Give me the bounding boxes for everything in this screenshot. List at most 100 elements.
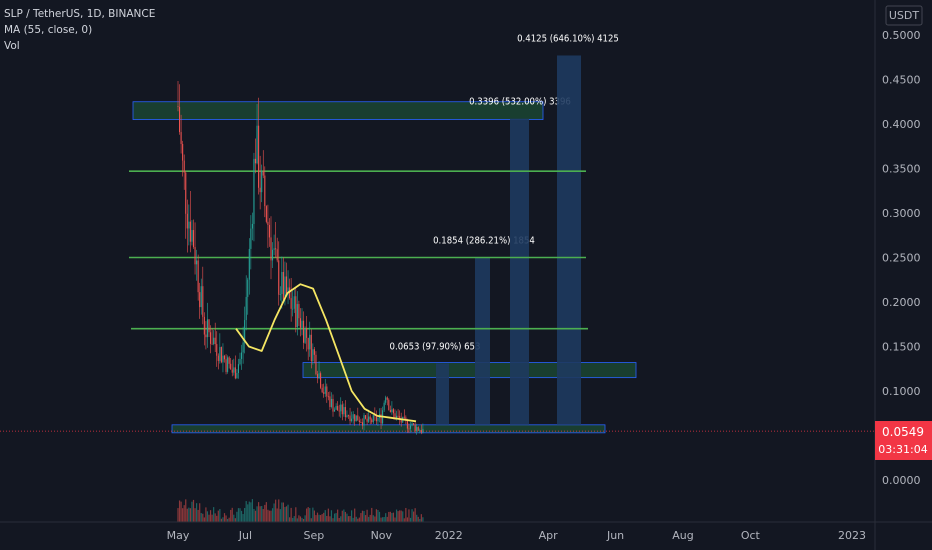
candle-body — [208, 319, 210, 333]
volume-bar — [327, 508, 329, 522]
x-tick-label: Oct — [741, 529, 761, 542]
zone-rect[interactable] — [302, 362, 637, 379]
candle-body — [316, 374, 319, 379]
candle-body — [231, 369, 233, 373]
target-bar[interactable] — [475, 257, 490, 425]
volume-bar — [219, 509, 221, 522]
candle-body — [234, 367, 236, 379]
candle-body — [185, 172, 187, 214]
last-price-value: 0.0549 — [882, 425, 924, 439]
volume-bar — [313, 510, 315, 522]
volume-bar — [408, 509, 410, 522]
volume-bar — [231, 507, 233, 522]
symbol-title[interactable]: SLP / TetherUS, 1D, BINANCE — [4, 8, 155, 20]
y-tick-label: 0.2500 — [882, 252, 921, 265]
volume-bar — [330, 510, 333, 522]
candle-body — [326, 386, 328, 397]
target-bar[interactable] — [557, 55, 581, 425]
candle-body — [414, 424, 416, 431]
volume-bar — [284, 506, 286, 522]
volume-bar — [296, 518, 298, 522]
candle-body — [220, 347, 222, 363]
volume-bar — [285, 506, 288, 522]
candle-body — [179, 106, 181, 133]
candle-body — [355, 415, 357, 422]
volume-bar — [394, 517, 396, 522]
volume-bar — [347, 516, 350, 522]
volume-bar — [275, 499, 277, 522]
volume-bar — [416, 514, 418, 522]
candle-body — [278, 260, 280, 295]
candle-body — [368, 416, 370, 422]
candle-body — [369, 416, 371, 420]
y-tick-label: 0.4000 — [882, 118, 921, 131]
volume-bar — [253, 508, 255, 522]
ma-indicator-label[interactable]: MA (55, close, 0) — [4, 24, 92, 36]
ma-curve[interactable] — [235, 283, 417, 423]
last-price-tag — [875, 421, 932, 460]
volume-bar — [196, 503, 198, 522]
candle-body — [188, 221, 190, 229]
volume-bar — [225, 515, 227, 522]
candle-body — [351, 418, 353, 422]
zone-rect[interactable] — [132, 101, 544, 120]
candle-body — [237, 364, 239, 374]
target-bar[interactable] — [510, 118, 529, 425]
vol-indicator-label[interactable]: Vol — [4, 40, 20, 52]
volume-bar — [417, 516, 419, 522]
candle-body — [306, 328, 308, 338]
volume-bar — [237, 508, 240, 522]
candle-body — [371, 419, 373, 423]
target-bar[interactable] — [436, 363, 449, 425]
volume-bar — [191, 501, 193, 522]
volume-bar — [395, 509, 398, 522]
candle-body — [213, 337, 215, 345]
candle-body — [264, 175, 266, 207]
volume-bar — [208, 514, 210, 522]
volume-bar — [375, 509, 377, 522]
volume-bar — [411, 509, 413, 522]
countdown-timer: 03:31:04 — [878, 443, 927, 456]
candle-body — [256, 125, 258, 164]
candle-body — [405, 417, 407, 421]
candle-body — [281, 272, 283, 295]
candle-body — [301, 320, 303, 328]
candle-body — [312, 349, 314, 362]
currency-label[interactable]: USDT — [889, 9, 920, 22]
volume-bar — [213, 507, 215, 522]
volume-bar — [366, 509, 368, 522]
candle-body — [233, 367, 235, 373]
volume-bar — [298, 515, 300, 522]
volume-bar — [324, 510, 326, 522]
volume-bar — [295, 507, 297, 522]
zone-rect[interactable] — [171, 424, 606, 434]
volume-bar — [406, 517, 408, 522]
volume-bar — [329, 516, 331, 522]
volume-bar — [256, 506, 258, 522]
volume-bar — [340, 516, 342, 522]
volume-bar — [189, 508, 191, 522]
candle-body — [343, 407, 345, 415]
candle-body — [340, 404, 342, 412]
volume-bar — [183, 505, 185, 522]
y-tick-label: 0.3000 — [882, 207, 921, 220]
candle-body — [327, 396, 329, 398]
candle-body — [244, 320, 246, 343]
candle-body — [324, 386, 326, 394]
volume-bar — [312, 507, 314, 522]
currency-box[interactable] — [885, 5, 923, 26]
candle-body — [206, 319, 208, 338]
x-tick-label: Sep — [304, 529, 325, 542]
volume-bar — [374, 516, 376, 522]
volume-bar — [282, 502, 284, 522]
volume-bar — [192, 499, 195, 522]
volume-bar — [363, 511, 365, 522]
candle-body — [267, 221, 269, 225]
volume-bar — [405, 507, 407, 522]
volume-bar — [371, 507, 373, 522]
x-tick-label: Apr — [539, 529, 559, 542]
candle-body — [230, 363, 232, 370]
candle-body — [194, 247, 196, 265]
